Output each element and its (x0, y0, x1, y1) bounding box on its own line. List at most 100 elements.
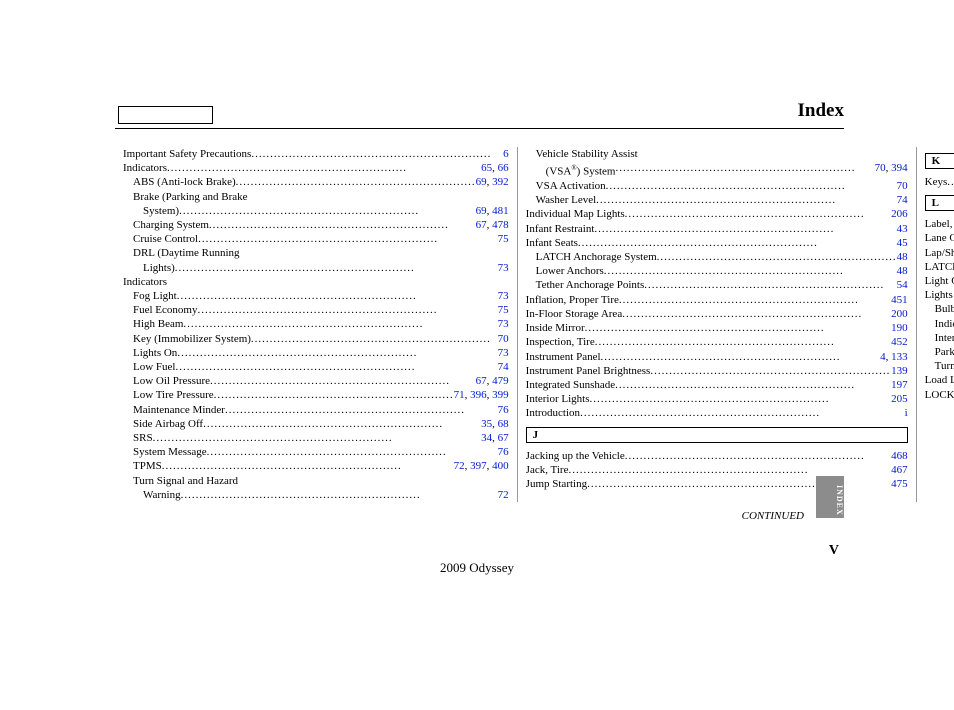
page-ref[interactable]: 71, 396, 399 (454, 388, 509, 402)
page-ref[interactable]: 76 (498, 403, 509, 417)
dot-leader (650, 364, 891, 378)
page-ref[interactable]: 475 (891, 477, 908, 491)
page-ref[interactable]: 205 (891, 392, 908, 406)
dot-leader (601, 350, 881, 364)
page-ref[interactable]: 197 (891, 378, 908, 392)
page-ref[interactable]: 73 (498, 346, 509, 360)
page-ref[interactable]: 69, 481 (476, 204, 509, 218)
dot-leader (179, 204, 476, 218)
page-ref[interactable]: 467 (891, 463, 908, 477)
entry-text: DRL (Daytime Running (133, 246, 240, 260)
dot-leader (251, 147, 503, 161)
index-entry: Jacking up the Vehicle468 (526, 449, 908, 463)
entry-text: Bulb Replacement (935, 302, 954, 316)
page-ref[interactable]: 73 (498, 261, 509, 275)
index-entry: Cruise Control 75 (123, 232, 509, 246)
page-ref[interactable]: 76 (498, 445, 509, 459)
entry-text: System Message (133, 445, 207, 459)
page-ref[interactable]: 206 (891, 207, 908, 221)
header-row: Index (115, 100, 844, 129)
column-2: Vehicle Stability Assist(VSA®) System70,… (518, 147, 917, 502)
letter-heading: L (925, 195, 954, 211)
index-entry: In-Floor Storage Area200 (526, 307, 908, 321)
page-ref[interactable]: 6 (503, 147, 509, 161)
page-ref[interactable]: 45 (897, 236, 908, 250)
page-ref[interactable]: 70 (897, 179, 908, 193)
dot-leader (657, 250, 897, 264)
page-ref[interactable]: 48 (897, 264, 908, 278)
index-entry: Lower Anchors 48 (526, 264, 908, 278)
dot-leader (175, 261, 498, 275)
dot-leader (167, 161, 481, 175)
dot-leader (162, 459, 454, 473)
dot-leader (615, 378, 891, 392)
footer-model: 2009 Odyssey (0, 560, 954, 576)
entry-text: Important Safety Precautions (123, 147, 251, 161)
page-ref[interactable]: 70 (498, 332, 509, 346)
page-ref[interactable]: 75 (498, 232, 509, 246)
dot-leader (153, 431, 482, 445)
index-entry: LOCK (Ignition Key Position)144 (925, 388, 954, 402)
page-ref[interactable]: 190 (891, 321, 908, 335)
index-entry: Instrument Panel4, 133 (526, 350, 908, 364)
page-ref[interactable]: 65, 66 (481, 161, 509, 175)
page-ref[interactable]: 34, 67 (481, 431, 509, 445)
index-entry: Individual Map Lights 206 (526, 207, 908, 221)
page-ref[interactable]: 73 (498, 289, 509, 303)
page-ref[interactable]: 48 (897, 250, 908, 264)
page-ref[interactable]: 67, 479 (476, 374, 509, 388)
page-ref[interactable]: i (905, 406, 908, 420)
index-entry: Label, Certification492 (925, 217, 954, 231)
index-entry: Turn Signal136 (925, 359, 954, 373)
dot-leader (568, 463, 891, 477)
page-ref[interactable]: 43 (897, 222, 908, 236)
dot-leader (625, 449, 891, 463)
entry-text: Side Airbag Off (133, 417, 203, 431)
page-ref[interactable]: 73 (498, 317, 509, 331)
index-entry: Low Tire Pressure 71, 396, 399 (123, 388, 509, 402)
dot-leader (181, 488, 498, 502)
entry-text: TPMS (133, 459, 162, 473)
page-ref[interactable]: 70, 394 (875, 161, 908, 179)
entry-text: Cruise Control (133, 232, 198, 246)
index-entry: System)69, 481 (123, 204, 509, 218)
page-ref[interactable]: 69, 392 (476, 175, 509, 189)
dot-leader (604, 264, 897, 278)
entry-text: Fog Light (133, 289, 177, 303)
index-entry: Interior205 (925, 331, 954, 345)
entry-text: Lights (925, 288, 953, 302)
page-ref[interactable]: 451 (891, 293, 908, 307)
page-ref[interactable]: 74 (498, 360, 509, 374)
entry-text: Lane Change, Signaling (925, 231, 954, 245)
entry-text: Low Fuel (133, 360, 175, 374)
page-ref[interactable]: 4, 133 (880, 350, 908, 364)
dot-leader (214, 388, 454, 402)
dot-leader (587, 477, 891, 491)
entry-text: Lower Anchors (536, 264, 604, 278)
entry-text: Parking (935, 345, 954, 359)
page-ref[interactable]: 468 (891, 449, 908, 463)
page-ref[interactable]: 75 (498, 303, 509, 317)
entry-text: Introduction (526, 406, 580, 420)
page-ref[interactable]: 35, 68 (481, 417, 509, 431)
index-entry: Interior Lights205 (526, 392, 908, 406)
entry-text: Low Tire Pressure (133, 388, 214, 402)
index-entry: Parking135 (925, 345, 954, 359)
page-ref[interactable]: 452 (891, 335, 908, 349)
entry-text: Individual Map Lights (526, 207, 625, 221)
page-ref[interactable]: 72 (498, 488, 509, 502)
side-tab-index: INDEX (816, 476, 844, 518)
entry-text: SRS (133, 431, 153, 445)
index-entry: Washer Level74 (526, 193, 908, 207)
page-ref[interactable]: 72, 397, 400 (454, 459, 509, 473)
page-ref[interactable]: 67, 478 (476, 218, 509, 232)
index-entry: Load Limits378, 404 (925, 373, 954, 387)
entry-text: Inside Mirror (526, 321, 585, 335)
index-entry: Side Airbag Off 35, 68 (123, 417, 509, 431)
page-ref[interactable]: 74 (897, 193, 908, 207)
entry-text: Brake (Parking and Brake (133, 190, 248, 204)
page-ref[interactable]: 139 (891, 364, 908, 378)
page-ref[interactable]: 54 (897, 278, 908, 292)
dot-leader (594, 222, 896, 236)
page-ref[interactable]: 200 (891, 307, 908, 321)
